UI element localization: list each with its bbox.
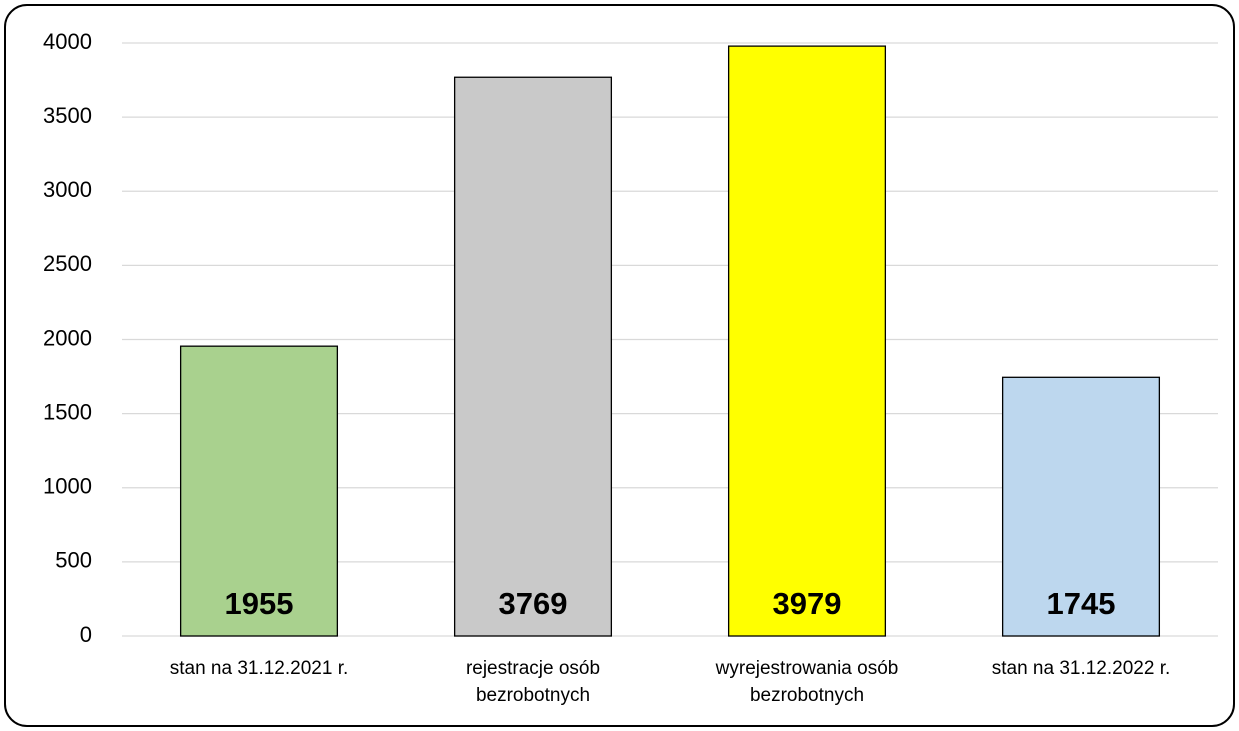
x-tick-label: rejestracje osób bezrobotnych: [465, 658, 601, 706]
y-tick-label: 500: [55, 548, 92, 573]
y-tick-label: 4000: [43, 29, 92, 54]
y-tick-label: 1500: [43, 399, 92, 424]
y-tick-label: 3500: [43, 103, 92, 128]
y-tick-label: 2000: [43, 325, 92, 350]
data-label: 3979: [773, 586, 842, 621]
data-label: 1745: [1047, 586, 1116, 621]
data-label: 1955: [225, 586, 294, 621]
y-tick-label: 0: [80, 622, 92, 647]
bar: [1001, 376, 1161, 637]
bar: [453, 76, 613, 637]
bar: [179, 345, 339, 637]
y-tick-label: 2500: [43, 251, 92, 276]
bar: [727, 45, 887, 637]
data-label: 3769: [499, 586, 568, 621]
x-tick-label: stan na 31.12.2022 r.: [991, 658, 1171, 679]
x-tick-label: wyrejestrowania osób bezrobotnych: [715, 658, 899, 706]
y-tick-label: 3000: [43, 177, 92, 202]
y-tick-label: 1000: [43, 474, 92, 499]
x-tick-label: stan na 31.12.2021 r.: [169, 658, 349, 679]
